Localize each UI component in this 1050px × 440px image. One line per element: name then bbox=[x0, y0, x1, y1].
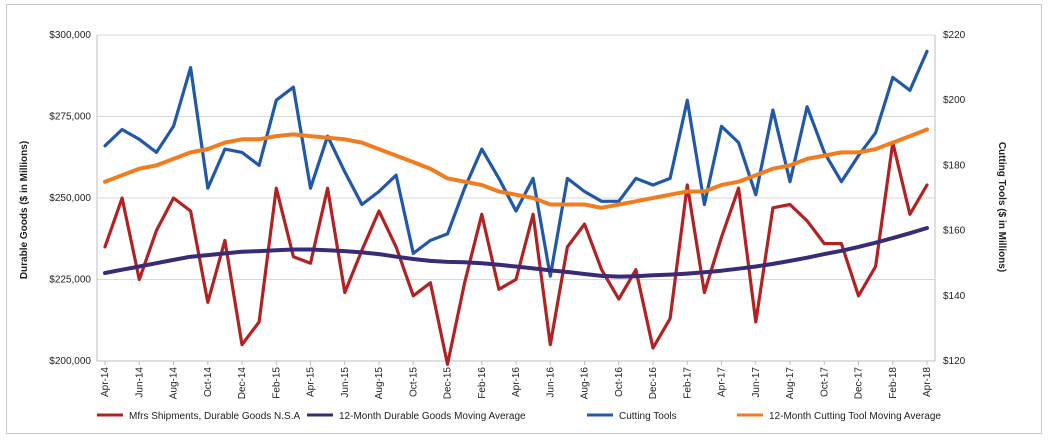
line-chart: $200,000 $225,000 $250,000 $275,000 $300,000… bbox=[19, 30, 1007, 422]
x-tick-label: Oct-16 bbox=[614, 367, 625, 397]
series-line-1 bbox=[103, 226, 929, 279]
x-tick-label: Jun-17 bbox=[751, 367, 762, 398]
x-tick-label: Feb-16 bbox=[477, 367, 488, 399]
legend-label: Mfrs Shipments, Durable Goods N.S.A bbox=[129, 411, 301, 422]
y-axis-left-title: Durable Goods ($ in Millions) bbox=[19, 141, 30, 279]
x-tick-label: Feb-17 bbox=[682, 367, 693, 399]
x-tick-label: Jun-15 bbox=[340, 367, 351, 398]
x-tick-label: Dec-14 bbox=[237, 367, 248, 400]
x-tick-label: Feb-18 bbox=[888, 367, 899, 399]
legend-label: 12-Month Cutting Tool Moving Average bbox=[769, 411, 941, 422]
y-tick-right: $120 bbox=[943, 356, 966, 367]
chart-frame: $200,000 $225,000 $250,000 $275,000 $300,000… bbox=[6, 4, 1042, 434]
x-tick-label: Aug-16 bbox=[580, 367, 591, 400]
x-tick-label: Jun-14 bbox=[134, 367, 145, 398]
x-tick-label: Oct-15 bbox=[408, 367, 419, 397]
y-tick-left: $300,000 bbox=[49, 30, 91, 41]
y-tick-right: $180 bbox=[943, 160, 966, 171]
x-tick-label: Apr-18 bbox=[922, 367, 933, 397]
x-tick-label: Jun-16 bbox=[545, 367, 556, 398]
y-tick-left: $200,000 bbox=[49, 356, 91, 367]
x-tick-label: Feb-15 bbox=[271, 367, 282, 399]
series-line-3 bbox=[103, 127, 929, 210]
legend: Mfrs Shipments, Durable Goods N.S.A 12-Mo… bbox=[97, 411, 941, 422]
x-tick-label: Oct-14 bbox=[203, 367, 214, 397]
x-tick-label: Apr-17 bbox=[717, 367, 728, 397]
y-axis-right-title: Cutting Tools ($ in Millions) bbox=[996, 142, 1007, 272]
legend-label: Cutting Tools bbox=[619, 411, 677, 422]
x-tick-label: Aug-17 bbox=[785, 367, 796, 400]
y-tick-right: $160 bbox=[943, 226, 966, 237]
y-tick-right: $220 bbox=[943, 30, 966, 41]
y-tick-left: $225,000 bbox=[49, 275, 91, 286]
x-tick-label: Dec-17 bbox=[854, 367, 865, 400]
legend-label: 12-Month Durable Goods Moving Average bbox=[339, 411, 526, 422]
y-tick-left: $250,000 bbox=[49, 193, 91, 204]
x-tick-label: Dec-15 bbox=[443, 367, 454, 400]
x-tick-label: Apr-16 bbox=[511, 367, 522, 397]
x-tick-label: Aug-15 bbox=[374, 367, 385, 400]
series-line-0 bbox=[103, 141, 929, 366]
x-tick-label: Apr-15 bbox=[306, 367, 317, 397]
x-tick-label: Aug-14 bbox=[169, 367, 180, 400]
y-tick-left: $275,000 bbox=[49, 112, 91, 123]
x-tick-label: Apr-14 bbox=[100, 367, 111, 397]
y-tick-right: $200 bbox=[943, 95, 966, 106]
y-tick-right: $140 bbox=[943, 291, 966, 302]
x-tick-label: Dec-16 bbox=[648, 367, 659, 400]
x-tick-label: Oct-17 bbox=[819, 367, 830, 397]
series-line-2 bbox=[103, 49, 929, 278]
